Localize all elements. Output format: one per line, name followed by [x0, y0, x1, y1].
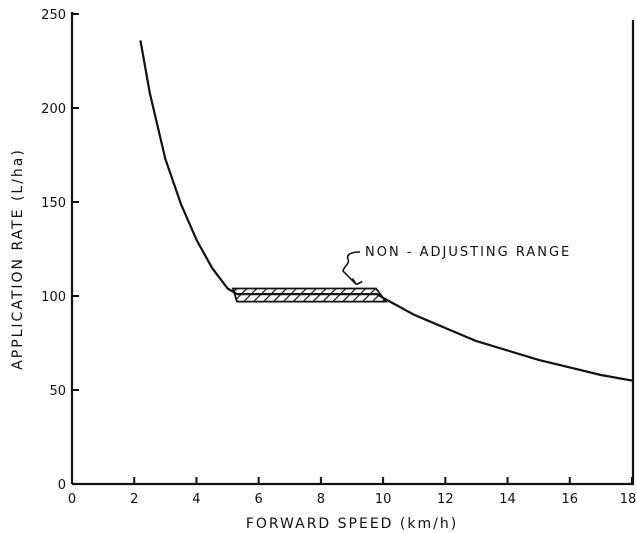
- x-tick-label: 14: [499, 492, 516, 507]
- y-tick-label: 200: [41, 102, 66, 117]
- y-tick-label: 100: [41, 290, 66, 305]
- x-tick-label: 18: [620, 492, 637, 507]
- x-tick-label: 4: [192, 492, 200, 507]
- x-tick-label: 12: [437, 492, 454, 507]
- annotation-leader: [342, 251, 363, 286]
- annotation-layer: NON - ADJUSTING RANGE: [342, 245, 571, 286]
- axes: [70, 12, 635, 486]
- y-tick-label: 150: [41, 196, 66, 211]
- x-tick-label: 2: [130, 492, 138, 507]
- y-tick-label: 250: [41, 8, 66, 23]
- y-tick-label: 50: [49, 384, 66, 399]
- x-tick-label: 6: [255, 492, 263, 507]
- ticks: 0 2 4 6 8 10 12 14 16 18 0 50 100 150 200 250: [41, 8, 636, 507]
- y-axis-label: APPLICATION RATE (L/ha): [10, 148, 26, 370]
- x-tick-label: 10: [375, 492, 392, 507]
- y-tick-label: 0: [58, 478, 66, 493]
- x-tick-label: 8: [317, 492, 325, 507]
- series-line-0: [139, 40, 633, 382]
- x-tick-label: 0: [68, 492, 76, 507]
- series-layer: [139, 40, 633, 382]
- annotation-text: NON - ADJUSTING RANGE: [365, 245, 571, 260]
- x-axis-label: FORWARD SPEED (km/h): [246, 516, 458, 532]
- x-tick-label: 16: [562, 492, 579, 507]
